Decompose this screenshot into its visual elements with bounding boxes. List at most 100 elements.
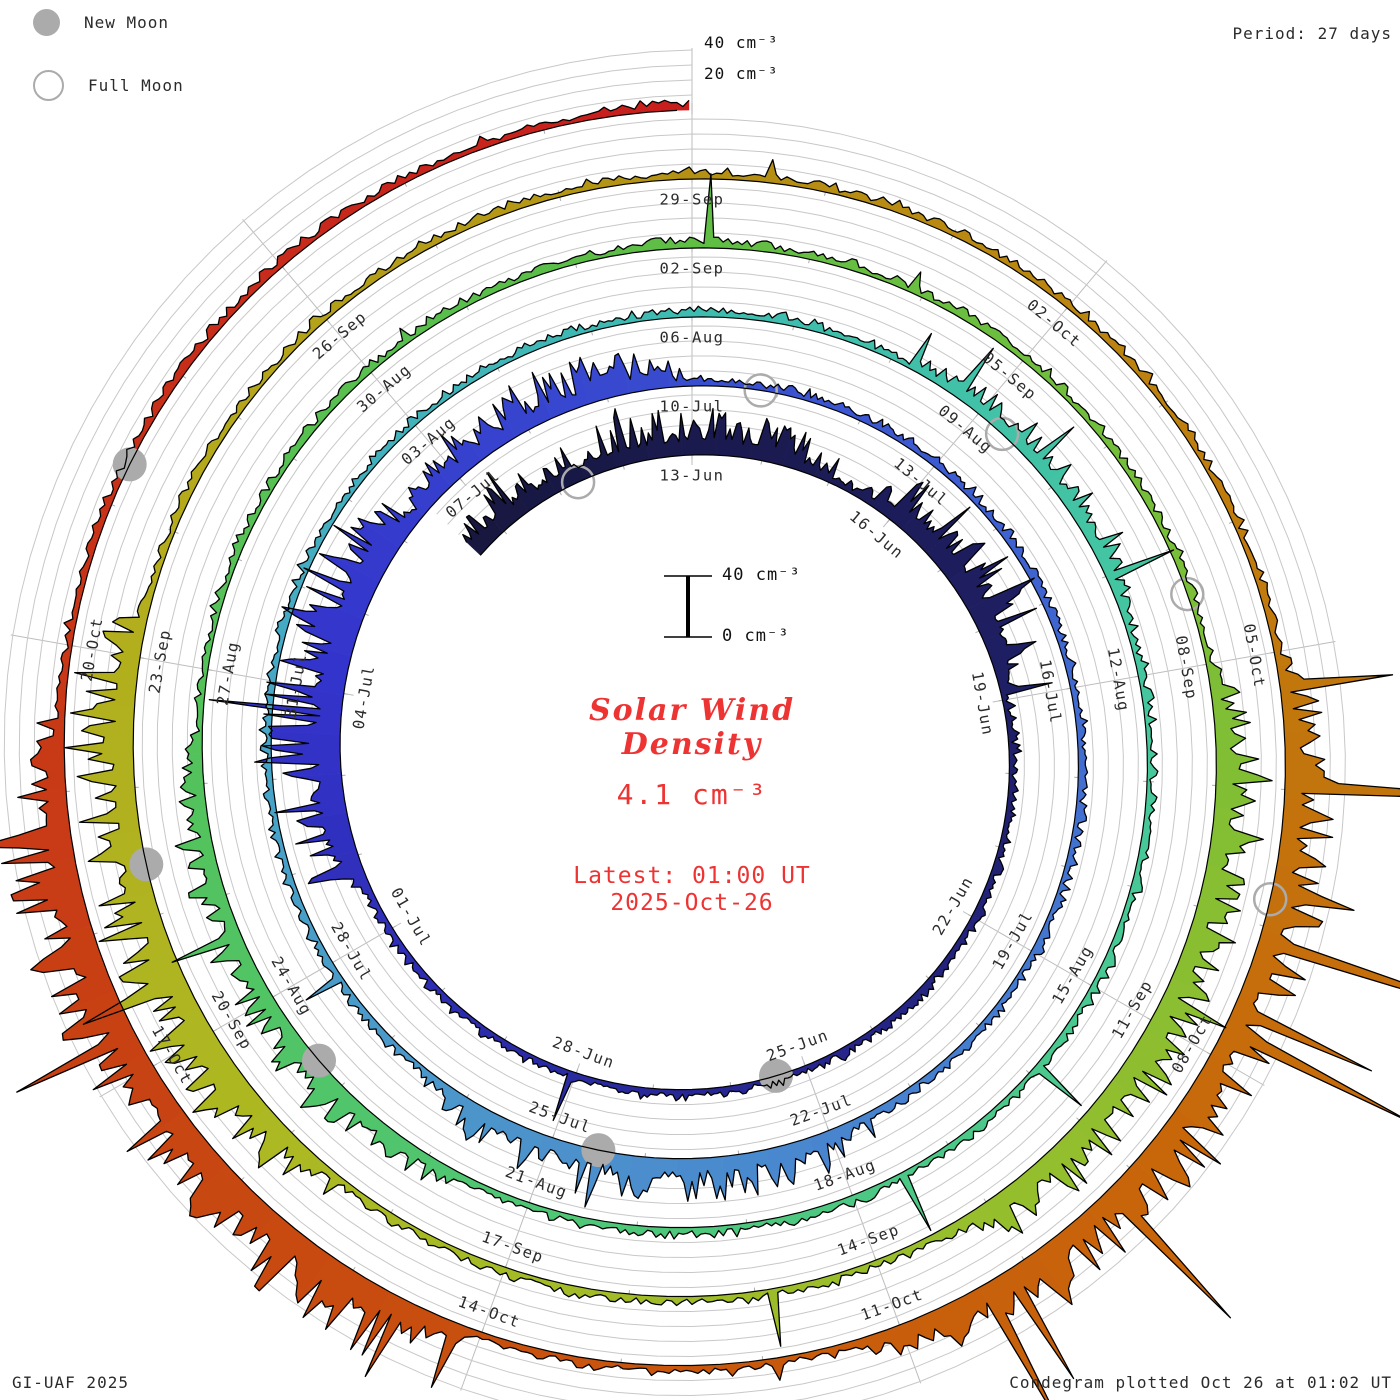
credit-right: Condegram plotted Oct 26 at 01:02 UT [1009, 1373, 1392, 1392]
density-fill-segment [766, 1137, 814, 1188]
density-fill-segment [193, 643, 213, 700]
density-fill-segment [383, 1036, 425, 1072]
date-label: 16-Jul [1036, 658, 1065, 725]
density-fill-segment [451, 1094, 503, 1143]
full-moon-icon [33, 70, 64, 101]
density-gridline [3, 49, 1346, 1400]
moon-legend: New Moon Full Moon [33, 9, 184, 135]
density-fill-segment [926, 1045, 965, 1082]
density-fill-segment [359, 440, 397, 480]
density-fill-segment [487, 1031, 526, 1057]
radial-scale-40: 40 cm⁻³ [704, 33, 779, 52]
density-fill-segment [932, 1203, 995, 1242]
density-fill-segment [667, 361, 712, 388]
density-fill-segment [266, 440, 304, 492]
density-fill-segment [1211, 991, 1400, 1118]
density-fill-segment [79, 508, 109, 580]
density-fill-segment [426, 982, 463, 1014]
density-fill-segment [263, 788, 282, 838]
new-moon-icon [33, 9, 60, 36]
density-fill-segment [425, 213, 487, 249]
baseline-spiral [63, 109, 1286, 1367]
density-fill-segment [332, 474, 365, 519]
date-label: 02-Oct [1023, 296, 1084, 352]
density-fill-segment [282, 880, 312, 926]
date-label: 02-Sep [660, 260, 725, 278]
density-fill-segment [1261, 599, 1293, 667]
date-label: 12-Aug [1104, 646, 1133, 713]
current-density-value: 4.1 cm⁻³ [616, 778, 768, 811]
density-fill-segment [594, 1078, 634, 1094]
scalebar-top-label: 40 cm⁻³ [722, 565, 801, 585]
date-label: 13-Jun [660, 467, 725, 485]
density-fill-segment [1276, 797, 1334, 869]
period-label: Period: 27 days [1232, 24, 1392, 43]
latest-date: 2025-Oct-26 [610, 890, 774, 916]
density-fill-segment [10, 857, 92, 940]
radial-scale-20: 20 cm⁻³ [704, 64, 779, 83]
density-fill-segment [846, 335, 897, 361]
scalebar [664, 575, 712, 638]
density-fill-segment [420, 297, 474, 332]
density-fill-segment [910, 271, 968, 319]
density-fill-segment [236, 363, 280, 416]
date-label: 19-Jun [968, 670, 997, 737]
density-fill-segment [857, 266, 921, 293]
density-fill-segment [721, 1149, 772, 1201]
density-gridline [18, 64, 1331, 1400]
density-fill-segment [999, 528, 1029, 569]
latest-time: Latest: 01:00 UT [573, 863, 811, 889]
full-moon-label: Full Moon [88, 76, 184, 95]
full-moon-marker [1170, 576, 1205, 612]
density-fill-segment [628, 1155, 678, 1199]
density-fill-segment [1276, 663, 1393, 732]
density-fill-segment [959, 1012, 994, 1051]
date-label: 04-Jul [349, 664, 378, 731]
density-fill-segment [1240, 537, 1271, 602]
density-fill-segment [580, 100, 654, 122]
date-label: 23-Sep [146, 628, 175, 695]
density-fill-segment [188, 861, 233, 922]
density-fill-segment [458, 1008, 493, 1039]
density-fill-segment [1214, 748, 1273, 810]
date-label: 27-Aug [214, 640, 243, 707]
full-moon-marker [743, 373, 778, 408]
date-label: 10-Jul [660, 398, 725, 416]
scalebar-bottom-label: 0 cm⁻³ [722, 626, 790, 646]
density-fill-segment [983, 633, 1037, 674]
density-fill-segment [354, 1001, 391, 1044]
density-fill-segment [466, 356, 515, 384]
density-fill-segment [307, 850, 371, 891]
density-fill-segment [1087, 1161, 1231, 1318]
density-fill-segment [906, 974, 936, 1009]
density-fill-segment [1103, 912, 1130, 967]
density-fill-segment [935, 1122, 985, 1159]
density-trace [0, 99, 1400, 1400]
density-fill-segment [470, 272, 525, 304]
density-gridline [33, 79, 1316, 1397]
density-fill-segment [864, 194, 928, 224]
date-label: 05-Oct [1240, 622, 1269, 689]
density-fill-segment [305, 514, 337, 560]
date-label: 28-Jun [550, 1033, 617, 1072]
density-fill-segment [1262, 863, 1355, 935]
center-annotation: Solar Wind Density 4.1 cm⁻³ Latest: 01:0… [573, 694, 811, 917]
density-fill-segment [479, 1183, 532, 1209]
date-label: 06-Aug [660, 329, 725, 347]
density-fill-segment [172, 913, 255, 975]
density-fill-segment [998, 813, 1017, 851]
density-fill-segment [689, 173, 748, 250]
density-fill-segment [1049, 1005, 1083, 1053]
density-fill-segment [318, 191, 382, 236]
density-fill-segment [820, 1259, 881, 1288]
density-fill-segment [483, 193, 548, 222]
density-fill-segment [54, 647, 72, 719]
chart-title-line2: Density [621, 727, 763, 762]
density-fill-segment [1127, 470, 1163, 526]
density-fill-segment [878, 1001, 914, 1032]
density-fill-segment [582, 1357, 653, 1377]
density-fill-segment [925, 217, 987, 253]
chart-title-line1: Solar Wind [588, 693, 796, 728]
date-label: 29-Sep [660, 191, 725, 209]
